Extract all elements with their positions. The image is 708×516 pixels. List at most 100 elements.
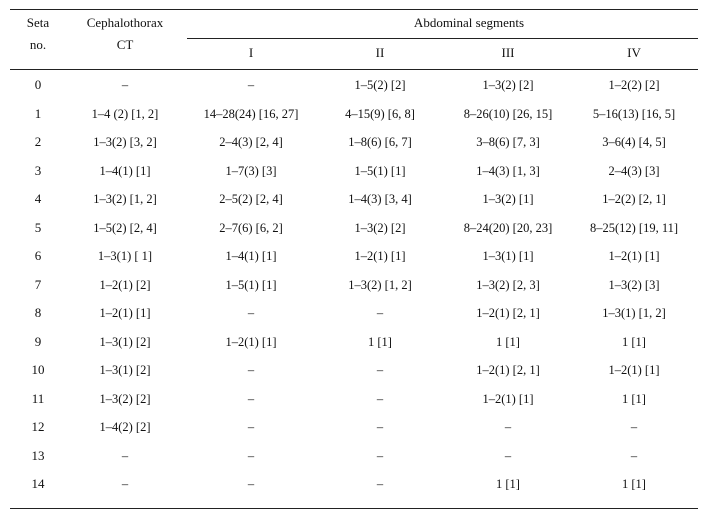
cell-s1: 2–7(6) [6, 2] — [219, 220, 283, 235]
cell-seta: 11 — [31, 390, 45, 406]
abdominal-rule — [187, 38, 698, 39]
cell-s2: – — [376, 477, 384, 491]
cell-s1: 1–4(1) [1] — [225, 249, 277, 263]
header-abdominal: Abdominal segments — [413, 15, 525, 30]
cell-ct: 1–5(2) [2, 4] — [93, 220, 157, 235]
cell-s4: 2–4(3) [3] — [608, 163, 660, 178]
header-segment-III: III — [501, 45, 515, 60]
cell-s4: 1 [1] — [622, 391, 646, 406]
cell-seta: 3 — [34, 162, 42, 178]
cell-s2: – — [376, 363, 384, 377]
bottom-rule — [10, 508, 698, 509]
cell-s1: – — [247, 448, 255, 463]
cell-s1: – — [247, 477, 255, 491]
cell-seta: 0 — [34, 77, 42, 92]
cell-s1: 2–4(3) [2, 4] — [219, 135, 283, 149]
cell-s3: 8–26(10) [26, 15] — [463, 106, 553, 121]
cell-ct: – — [121, 477, 129, 491]
cell-s3: 1–4(3) [1, 3] — [476, 163, 540, 178]
cell-ct: 1–3(1) [2] — [99, 334, 151, 349]
cell-s1: – — [247, 420, 255, 434]
cell-seta: 14 — [31, 476, 45, 491]
cell-s4: 1–2(2) [2] — [608, 78, 660, 92]
cell-s2: 1–8(6) [6, 7] — [348, 135, 412, 149]
cell-s4: 1–2(1) [1] — [608, 249, 660, 263]
cell-s3: – — [504, 448, 512, 463]
cell-s1: 1–7(3) [3] — [225, 163, 277, 178]
cell-s4: 1 [1] — [622, 334, 646, 349]
cell-s4: – — [630, 420, 638, 434]
cell-s3: 1–2(1) [2, 1] — [476, 306, 540, 320]
cell-s3: 1 [1] — [496, 334, 520, 349]
cell-s1: – — [247, 363, 255, 377]
cell-seta: 5 — [34, 219, 42, 235]
cell-s2: 1 [1] — [368, 334, 392, 349]
cell-s1: 14–28(24) [16, 27] — [203, 106, 299, 121]
cell-s1: – — [247, 78, 255, 92]
cell-ct: 1–2(1) [1] — [99, 306, 151, 320]
cell-seta: 6 — [34, 248, 42, 263]
cell-s4: 1 [1] — [622, 477, 646, 491]
cell-s3: 1–3(1) [1] — [482, 249, 534, 263]
cell-ct: 1–3(1) [ 1] — [97, 249, 153, 263]
cell-ct: – — [121, 78, 129, 92]
cell-s4: 1–3(1) [1, 2] — [602, 306, 666, 320]
cell-s1: – — [247, 391, 255, 406]
cell-s3: 3–8(6) [7, 3] — [476, 135, 540, 149]
cell-ct: 1–4(2) [2] — [99, 420, 151, 434]
cell-s2: – — [376, 306, 384, 320]
cell-s2: 1–5(2) [2] — [354, 78, 406, 92]
cell-s3: 8–24(20) [20, 23] — [463, 220, 553, 235]
header-seta-line1: Seta — [26, 15, 50, 30]
header-segment-IV: IV — [627, 45, 641, 60]
cell-seta: 10 — [31, 362, 45, 377]
header-segment-II: II — [375, 45, 385, 60]
header-ceph-line1: Cephalothorax — [86, 15, 164, 30]
cell-s2: 4–15(9) [6, 8] — [345, 106, 415, 121]
cell-s2: 1–4(3) [3, 4] — [348, 192, 412, 206]
cell-s3: – — [504, 420, 512, 434]
cell-seta: 8 — [34, 305, 42, 320]
cell-s2: 1–2(1) [1] — [354, 249, 406, 263]
cell-s2: 1–3(2) [2] — [354, 220, 406, 235]
cell-seta: 9 — [34, 333, 42, 349]
cell-ct: 1–3(2) [2] — [99, 391, 151, 406]
cell-ct: 1–3(2) [1, 2] — [93, 192, 157, 206]
cell-seta: 7 — [34, 276, 42, 292]
cell-seta: 13 — [31, 447, 45, 463]
cell-s1: – — [247, 306, 255, 320]
cell-s2: – — [376, 420, 384, 434]
cell-seta: 1 — [34, 105, 42, 121]
cell-s2: – — [376, 391, 384, 406]
cell-s1: 1–5(1) [1] — [225, 277, 277, 292]
cell-s4: 8–25(12) [19, 11] — [589, 220, 679, 235]
cell-s1: 1–2(1) [1] — [225, 334, 277, 349]
cell-s3: 1–2(1) [1] — [482, 391, 534, 406]
cell-s3: 1 [1] — [496, 477, 520, 491]
cell-s3: 1–3(2) [1] — [482, 192, 534, 206]
cell-s1: 2–5(2) [2, 4] — [219, 192, 283, 206]
cell-s4: 1–2(1) [1] — [608, 363, 660, 377]
cell-seta: 2 — [34, 134, 42, 149]
header-seta-line2: no. — [29, 37, 47, 52]
cell-seta: 4 — [34, 191, 42, 206]
cell-ct: 1–4 (2) [1, 2] — [91, 106, 159, 121]
cell-ct: 1–3(1) [2] — [99, 363, 151, 377]
cell-s3: 1–3(2) [2, 3] — [476, 277, 540, 292]
cell-s4: 1–2(2) [2, 1] — [602, 192, 666, 206]
cell-s3: 1–3(2) [2] — [482, 78, 534, 92]
cell-ct: 1–3(2) [3, 2] — [93, 135, 157, 149]
header-segment-I: I — [248, 45, 254, 60]
cell-s4: 3–6(4) [4, 5] — [602, 135, 666, 149]
cell-s2: 1–5(1) [1] — [354, 163, 406, 178]
cell-s3: 1–2(1) [2, 1] — [476, 363, 540, 377]
cell-s4: – — [630, 448, 638, 463]
cell-s2: – — [376, 448, 384, 463]
top-rule — [10, 9, 698, 10]
cell-ct: 1–4(1) [1] — [99, 163, 151, 178]
header-rule — [10, 69, 698, 70]
cell-s2: 1–3(2) [1, 2] — [348, 277, 412, 292]
cell-s4: 1–3(2) [3] — [608, 277, 660, 292]
cell-ct: – — [121, 448, 129, 463]
cell-s4: 5–16(13) [16, 5] — [592, 106, 676, 121]
